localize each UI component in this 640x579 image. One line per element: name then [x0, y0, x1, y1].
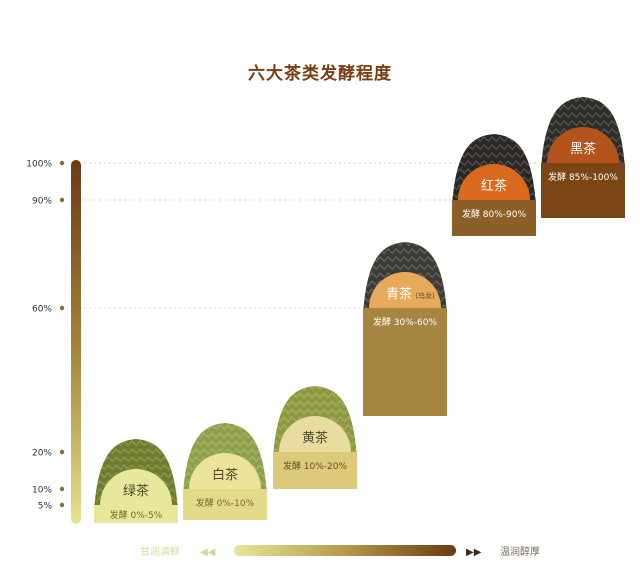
y-tick-label: 90% [32, 197, 52, 207]
tea-color-disc [369, 272, 441, 308]
fermentation-range-box [541, 163, 625, 218]
scale-right-arrows: ▶▶ [466, 547, 482, 558]
tea-name-label: 黄茶 [302, 430, 328, 446]
tea-name-label: 白茶 [212, 467, 238, 483]
y-tick-dot [59, 486, 65, 492]
y-tick-dot [59, 502, 65, 508]
scale-gradient-bar [234, 545, 456, 556]
fermentation-range-label: 发酵 85%-100% [548, 171, 618, 183]
fermentation-range-box [183, 489, 267, 520]
chart-title: 六大茶类发酵程度 [248, 63, 392, 84]
tea-subname-label: (乌龙) [415, 291, 435, 300]
tea-color-disc [189, 453, 261, 489]
y-tick-dot [59, 160, 65, 166]
scale-left-arrows: ◀◀ [200, 547, 216, 558]
y-tick-label: 100% [26, 160, 52, 170]
fermentation-range-label: 发酵 0%-5% [110, 509, 163, 521]
tea-name-label: 青茶 [386, 286, 412, 302]
y-tick-dot [59, 197, 65, 203]
fermentation-range-box [363, 308, 447, 416]
y-axis-ticks: 100% 90% 60% 20% 10% 5% [26, 160, 65, 512]
y-tick-dot [59, 305, 65, 311]
tea-bar: 青茶 (乌龙) 发酵 30%-60% [363, 242, 447, 416]
tea-color-disc [279, 416, 351, 452]
y-tick-label: 5% [38, 502, 53, 512]
tea-name-label: 绿茶 [123, 483, 149, 499]
fermentation-axis-bar [71, 160, 81, 524]
scale-left-label: 甘润清鲜 [140, 545, 180, 558]
scale-right-label: 温润醇厚 [500, 545, 540, 558]
tea-color-disc [458, 164, 530, 200]
fermentation-range-box [94, 505, 178, 523]
fermentation-range-label: 发酵 0%-10% [196, 497, 255, 509]
y-tick-label: 10% [32, 486, 52, 496]
fermentation-range-box [273, 452, 357, 489]
y-tick-label: 20% [32, 449, 52, 459]
fermentation-range-label: 发酵 10%-20% [283, 460, 348, 472]
fermentation-range-label: 发酵 80%-90% [462, 208, 527, 220]
tea-color-disc [547, 127, 619, 163]
tea-color-disc [100, 469, 172, 505]
tea-name-label: 红茶 [481, 178, 507, 194]
y-tick-label: 60% [32, 305, 52, 315]
fermentation-range-box [452, 200, 536, 236]
y-tick-dot [59, 449, 65, 455]
fermentation-range-label: 发酵 30%-60% [373, 316, 438, 328]
tea-name-label: 黑茶 [570, 141, 596, 157]
